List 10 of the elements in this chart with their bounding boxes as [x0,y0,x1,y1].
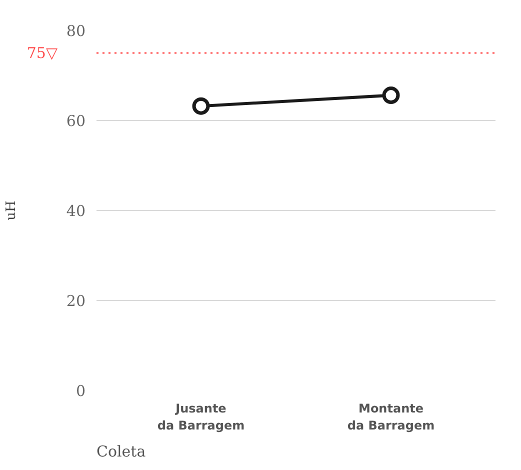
ref-line-label: 75▽ [26,44,58,62]
y-tick-label: 40 [66,202,86,220]
x-tick-label: Montante da Barragem [347,402,435,432]
y-tick-label: 80 [66,22,86,40]
y-tick-label: 0 [76,382,86,400]
y-tick-label: 20 [66,292,86,310]
x-axis-title: Coleta [96,442,146,460]
y-axis-title: uH [4,200,19,220]
x-tick-label: Jusante da Barragem [157,402,245,432]
y-tick-label: 60 [66,112,86,130]
